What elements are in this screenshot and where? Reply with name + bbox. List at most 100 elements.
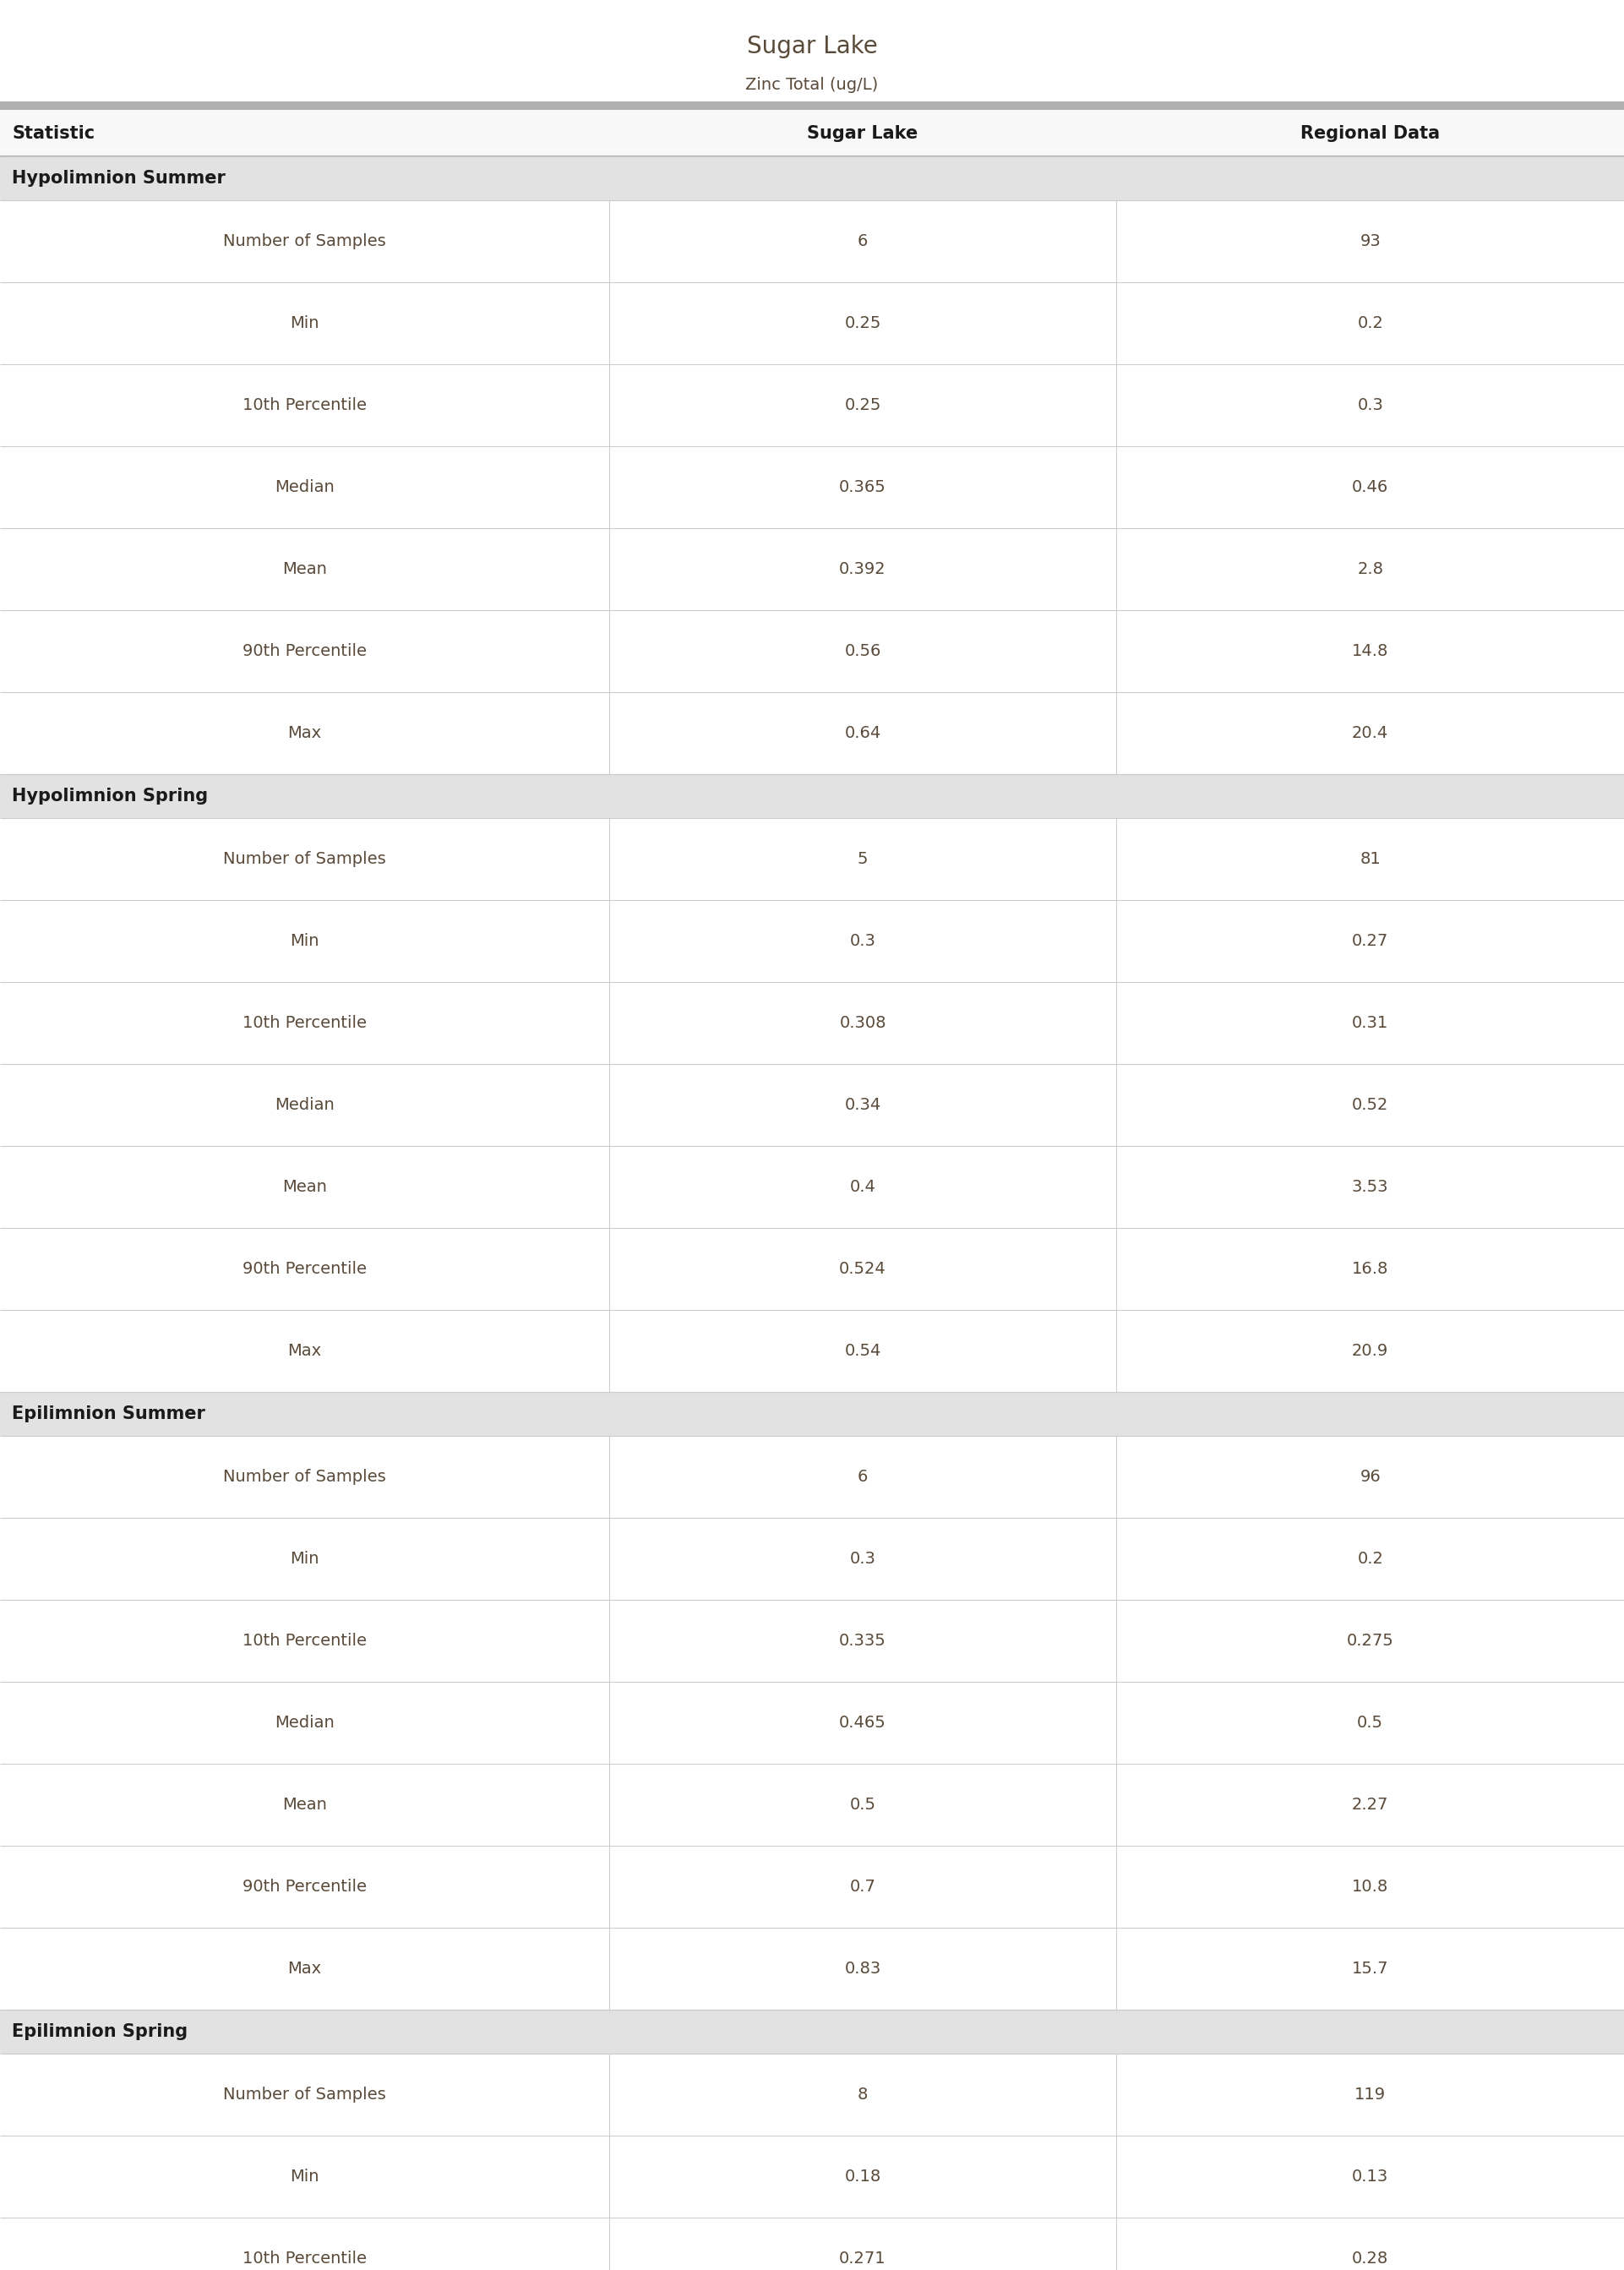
Bar: [0, 2136, 1624, 2218]
Text: Regional Data: Regional Data: [1301, 125, 1440, 141]
Text: Min: Min: [291, 1550, 318, 1566]
Text: 0.308: 0.308: [840, 1015, 887, 1031]
Text: 10th Percentile: 10th Percentile: [242, 1632, 367, 1648]
Bar: [0, 774, 1624, 817]
Bar: [0, 1392, 1624, 1437]
Bar: [0, 447, 1624, 529]
Text: 15.7: 15.7: [1351, 1961, 1389, 1977]
Text: 0.25: 0.25: [844, 316, 882, 331]
Text: Min: Min: [291, 933, 318, 949]
Text: 0.64: 0.64: [844, 724, 882, 742]
Text: Median: Median: [274, 1096, 335, 1112]
Bar: [0, 611, 1624, 692]
Text: Median: Median: [274, 479, 335, 495]
Bar: [0, 692, 1624, 774]
Text: 0.46: 0.46: [1351, 479, 1389, 495]
Text: Max: Max: [287, 1344, 322, 1360]
Text: 0.365: 0.365: [840, 479, 887, 495]
Text: 6: 6: [857, 1469, 867, 1485]
Text: 90th Percentile: 90th Percentile: [242, 1260, 367, 1278]
Text: 10th Percentile: 10th Percentile: [242, 397, 367, 413]
Text: Min: Min: [291, 2168, 318, 2184]
Text: Median: Median: [274, 1714, 335, 1730]
Text: Number of Samples: Number of Samples: [222, 2086, 387, 2102]
Text: 0.465: 0.465: [840, 1714, 887, 1730]
Bar: [0, 1437, 1624, 1519]
Text: 0.18: 0.18: [844, 2168, 882, 2184]
Text: 0.7: 0.7: [849, 1880, 875, 1895]
Text: Max: Max: [287, 1961, 322, 1977]
Text: Epilimnion Summer: Epilimnion Summer: [11, 1405, 205, 1423]
Text: Zinc Total (ug/L): Zinc Total (ug/L): [745, 77, 879, 93]
Text: Sugar Lake: Sugar Lake: [807, 125, 918, 141]
Text: 119: 119: [1354, 2086, 1385, 2102]
Text: 0.27: 0.27: [1351, 933, 1389, 949]
Text: 14.8: 14.8: [1351, 642, 1389, 658]
Text: 0.34: 0.34: [844, 1096, 882, 1112]
Bar: [0, 200, 1624, 281]
Text: 0.4: 0.4: [849, 1178, 875, 1194]
Bar: [0, 901, 1624, 983]
Text: 0.335: 0.335: [840, 1632, 887, 1648]
Bar: [0, 102, 1624, 109]
Bar: [0, 2009, 1624, 2054]
Text: 2.8: 2.8: [1358, 561, 1384, 577]
Bar: [0, 1764, 1624, 1846]
Bar: [0, 2218, 1624, 2270]
Text: 5: 5: [857, 851, 869, 867]
Bar: [0, 1065, 1624, 1146]
Text: 0.13: 0.13: [1351, 2168, 1389, 2184]
Bar: [0, 1682, 1624, 1764]
Text: 0.524: 0.524: [840, 1260, 887, 1278]
Bar: [0, 983, 1624, 1065]
Text: Number of Samples: Number of Samples: [222, 851, 387, 867]
Text: 90th Percentile: 90th Percentile: [242, 1880, 367, 1895]
Text: 0.56: 0.56: [844, 642, 882, 658]
Text: 90th Percentile: 90th Percentile: [242, 642, 367, 658]
Text: 0.275: 0.275: [1346, 1632, 1393, 1648]
Text: 0.392: 0.392: [840, 561, 887, 577]
Bar: [0, 281, 1624, 363]
Text: 20.4: 20.4: [1351, 724, 1389, 742]
Text: Max: Max: [287, 724, 322, 742]
Text: 3.53: 3.53: [1351, 1178, 1389, 1194]
Bar: [0, 2054, 1624, 2136]
Text: 2.27: 2.27: [1351, 1798, 1389, 1814]
Text: Mean: Mean: [283, 561, 326, 577]
Bar: [0, 109, 1624, 157]
Text: 0.3: 0.3: [849, 933, 875, 949]
Bar: [0, 157, 1624, 200]
Text: 0.52: 0.52: [1351, 1096, 1389, 1112]
Text: 0.271: 0.271: [840, 2250, 887, 2268]
Text: 6: 6: [857, 234, 867, 250]
Text: Min: Min: [291, 316, 318, 331]
Text: 0.5: 0.5: [1358, 1714, 1384, 1730]
Bar: [0, 529, 1624, 611]
Text: 0.5: 0.5: [849, 1798, 875, 1814]
Text: Statistic: Statistic: [11, 125, 94, 141]
Text: 20.9: 20.9: [1351, 1344, 1389, 1360]
Text: 0.54: 0.54: [844, 1344, 882, 1360]
Bar: [0, 1228, 1624, 1310]
Text: 0.3: 0.3: [1358, 397, 1384, 413]
Text: 10th Percentile: 10th Percentile: [242, 1015, 367, 1031]
Bar: [0, 1146, 1624, 1228]
Text: 10th Percentile: 10th Percentile: [242, 2250, 367, 2268]
Text: 10.8: 10.8: [1351, 1880, 1389, 1895]
Text: 0.31: 0.31: [1351, 1015, 1389, 1031]
Text: Hypolimnion Summer: Hypolimnion Summer: [11, 170, 226, 186]
Text: 93: 93: [1359, 234, 1380, 250]
Text: 0.83: 0.83: [844, 1961, 882, 1977]
Text: Mean: Mean: [283, 1798, 326, 1814]
Text: 0.28: 0.28: [1351, 2250, 1389, 2268]
Bar: [0, 1846, 1624, 1927]
Text: Sugar Lake: Sugar Lake: [747, 34, 877, 59]
Text: 96: 96: [1359, 1469, 1380, 1485]
Bar: [0, 363, 1624, 447]
Text: 8: 8: [857, 2086, 867, 2102]
Bar: [0, 1310, 1624, 1392]
Text: 0.3: 0.3: [849, 1550, 875, 1566]
Text: 0.2: 0.2: [1358, 1550, 1384, 1566]
Text: 0.2: 0.2: [1358, 316, 1384, 331]
Bar: [0, 1927, 1624, 2009]
